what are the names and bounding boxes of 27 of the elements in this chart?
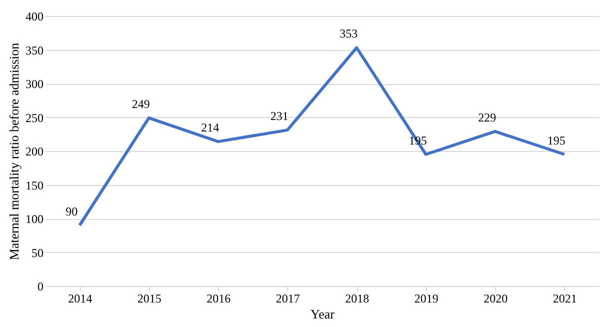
x-tick-label: 2014: [68, 292, 92, 306]
x-axis-title: Year: [310, 306, 336, 322]
y-tick-label: 400: [26, 10, 44, 24]
y-tick-label: 350: [26, 43, 44, 58]
x-tick-label: 2018: [345, 292, 370, 306]
y-tick-label: 100: [26, 212, 44, 226]
x-tick-label: 2017: [276, 292, 300, 306]
data-label: 90: [66, 204, 78, 218]
y-tick-label: 250: [26, 110, 44, 125]
x-tick-label: 2019: [414, 292, 438, 306]
line-series: [78, 46, 566, 227]
data-label: 353: [340, 26, 358, 41]
y-tick-label: 300: [26, 77, 44, 91]
y-tick-label: 0: [38, 280, 44, 294]
data-label: 214: [201, 120, 220, 135]
x-tick-label: 2020: [484, 292, 508, 306]
data-label: 249: [132, 96, 150, 111]
y-axis-title: Maternal mortality ratio before admission: [6, 42, 22, 260]
data-label: 195: [547, 133, 566, 148]
x-tick-label: 2016: [206, 292, 231, 306]
x-tick-label: 2015: [137, 292, 162, 306]
y-tick-label: 200: [26, 144, 44, 158]
x-tick-label: 2021: [552, 292, 577, 306]
data-label: 229: [478, 110, 496, 124]
y-tick-label: 150: [26, 178, 44, 192]
data-label: 231: [270, 109, 288, 124]
y-tick-label: 50: [32, 246, 44, 260]
